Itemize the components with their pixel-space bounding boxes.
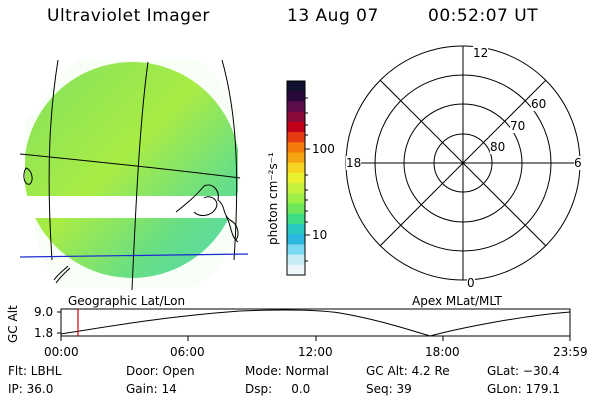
colorbar-cell: [287, 213, 305, 225]
colorbar-cell: [287, 162, 305, 174]
altitude-y-ticks: [57, 311, 61, 334]
mlt-label-0: 0: [467, 276, 475, 290]
altitude-x-tick-0600: 06:00: [170, 345, 205, 359]
colorbar-cell: [287, 152, 305, 164]
colorbar-tick-label-100: 100: [312, 142, 335, 156]
lat-label-80: 80: [490, 140, 506, 154]
polar-plot-label: Apex MLat/MLT: [412, 294, 502, 308]
mlt-label-12: 12: [473, 46, 489, 60]
status-glat: GLat: −30.4: [487, 364, 560, 378]
status-seq: Seq: 39: [366, 382, 412, 396]
colorbar-cell: [287, 203, 305, 215]
polar-diagonal-2: [379, 79, 547, 247]
colorbar-cell: [287, 183, 305, 194]
status-flt: Flt: LBHL: [8, 364, 62, 378]
colorbar-cell: [287, 132, 305, 143]
coastline-outline: [23, 167, 239, 284]
colorbar-cell: [287, 91, 305, 103]
status-door: Door: Open: [126, 364, 195, 378]
mlt-label-6: 6: [574, 156, 582, 170]
geo-grid-lines: [19, 59, 241, 291]
status-dsp: Dsp: 0.0: [245, 382, 311, 396]
status-gain: Gain: 14: [126, 382, 177, 396]
altitude-x-tick-0000: 00:00: [44, 345, 79, 359]
colorbar-cell: [287, 223, 305, 235]
altitude-y-tick-1.8: 1.8: [34, 326, 54, 340]
colorbar-cell: [287, 244, 305, 256]
geo-equator-line: [19, 253, 249, 258]
altitude-x-ticks: [60, 336, 571, 341]
instrument-title: Ultraviolet Imager: [47, 6, 210, 26]
altitude-x-tick-1200: 12:00: [298, 345, 333, 359]
colorbar-cell: [287, 172, 305, 184]
colorbar-cell: [287, 264, 305, 276]
colorbar-tick-label-10: 10: [312, 228, 328, 242]
status-glon: GLon: 179.1: [487, 382, 560, 396]
colorbar-cell: [287, 234, 305, 245]
colorbar-minor-ticks: [305, 97, 308, 262]
colorbar-cell: [287, 121, 305, 133]
colorbar-cell: [287, 111, 305, 123]
lat-label-70: 70: [510, 119, 526, 133]
altitude-curve: [60, 309, 571, 337]
geo-map-label: Geographic Lat/Lon: [68, 294, 186, 308]
lat-label-60: 60: [531, 97, 547, 111]
altitude-x-tick-1800: 18:00: [425, 345, 460, 359]
time-label: 00:52:07 UT: [428, 6, 539, 26]
status-ip: IP: 36.0: [8, 382, 54, 396]
colorbar-cell: [287, 81, 305, 92]
status-gc-alt: GC Alt: 4.2 Re: [366, 364, 450, 378]
altitude-y-tick-9: 9.0: [34, 305, 54, 319]
colorbar-cell: [287, 254, 305, 266]
date-label: 13 Aug 07: [287, 6, 379, 26]
colorbar-cell: [287, 142, 305, 154]
altitude-axis-label: GC Alt: [6, 305, 20, 343]
altitude-x-tick-2359: 23:59: [553, 345, 588, 359]
colorbar-cell: [287, 101, 305, 113]
colorbar-cell: [287, 193, 305, 205]
mlt-label-18: 18: [346, 156, 362, 170]
status-mode: Mode: Normal: [245, 364, 329, 378]
colorbar-cells: [287, 81, 305, 276]
colorbar-frame: [286, 80, 306, 276]
earth-disk-lower: [34, 218, 238, 288]
